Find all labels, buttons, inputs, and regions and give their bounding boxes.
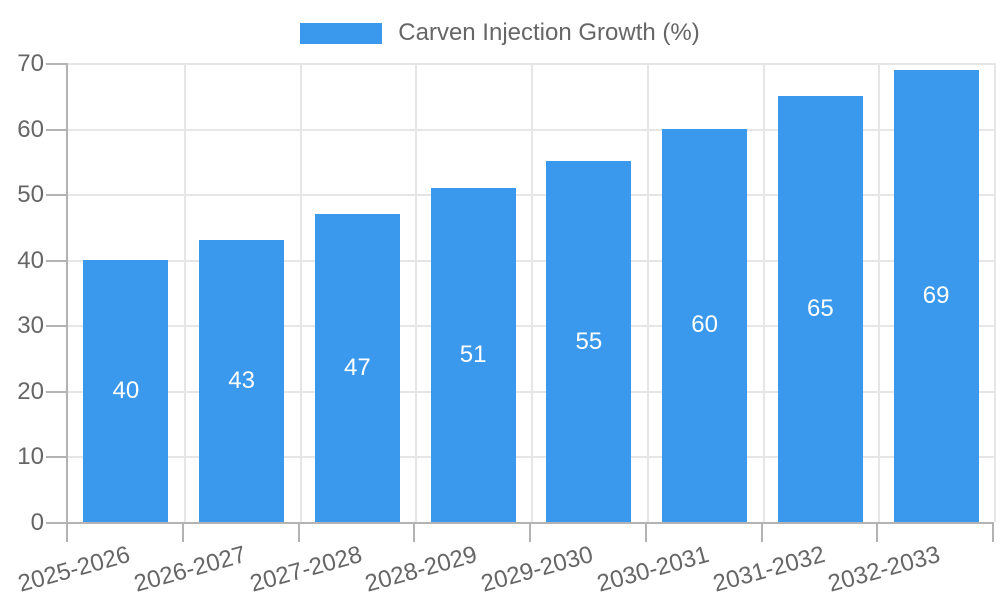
y-tick-mark <box>46 456 68 459</box>
y-tick-mark <box>46 325 68 328</box>
legend-label: Carven Injection Growth (%) <box>398 19 700 46</box>
y-tick-mark <box>46 522 68 524</box>
legend-swatch <box>300 22 383 44</box>
x-tick-mark <box>66 522 68 542</box>
x-tick-label: 2032-2033 <box>825 541 944 598</box>
v-gridline <box>415 63 418 522</box>
v-gridline <box>299 63 302 522</box>
x-tick-mark <box>876 522 879 542</box>
bar[interactable] <box>430 187 516 522</box>
x-tick-label: 2030-2031 <box>594 541 712 598</box>
bar-value-label: 55 <box>575 327 603 355</box>
x-tick-label: 2026-2027 <box>131 541 249 598</box>
x-tick-mark <box>529 522 531 542</box>
bar-value-label: 60 <box>691 311 718 339</box>
v-gridline <box>994 63 996 522</box>
bar-value-label: 51 <box>459 340 487 368</box>
y-tick-label: 0 <box>30 509 44 536</box>
y-tick-label: 70 <box>17 50 44 77</box>
bar[interactable] <box>662 128 748 522</box>
bar-value-label: 43 <box>228 367 255 395</box>
v-gridline <box>878 63 881 522</box>
bar[interactable] <box>546 161 632 522</box>
x-tick-mark <box>992 522 994 542</box>
v-gridline <box>762 63 765 522</box>
y-tick-mark <box>46 63 68 65</box>
x-tick-mark <box>181 522 184 542</box>
bar-value-label: 69 <box>922 281 950 309</box>
y-tick-label: 60 <box>17 115 44 143</box>
x-tick-label: 2029-2030 <box>478 541 597 598</box>
bar[interactable] <box>893 69 979 522</box>
x-tick-mark <box>760 522 763 542</box>
y-tick-label: 20 <box>17 377 44 405</box>
bar-value-label: 47 <box>344 353 371 381</box>
y-tick-label: 50 <box>17 181 44 209</box>
x-tick-label: 2028-2029 <box>362 541 481 598</box>
y-axis-line <box>66 63 68 522</box>
y-tick-mark <box>46 128 68 131</box>
legend: Carven Injection Growth (%) <box>0 19 1000 47</box>
y-tick-label: 30 <box>17 312 44 340</box>
bar-value-label: 65 <box>807 294 834 322</box>
x-tick-label: 2031-2032 <box>709 541 828 598</box>
v-gridline <box>183 63 186 522</box>
bar[interactable] <box>199 240 285 522</box>
y-tick-mark <box>46 390 68 393</box>
y-tick-mark <box>46 259 68 262</box>
v-gridline <box>531 63 533 522</box>
bar[interactable] <box>83 259 169 522</box>
x-tick-mark <box>644 522 647 542</box>
bar[interactable] <box>314 213 400 522</box>
x-tick-label: 2027-2028 <box>246 541 365 598</box>
y-tick-mark <box>46 194 68 197</box>
x-tick-mark <box>413 522 416 542</box>
bar[interactable] <box>777 95 863 522</box>
y-tick-label: 40 <box>17 246 44 274</box>
bar-value-label: 40 <box>112 376 140 404</box>
legend-item[interactable]: Carven Injection Growth (%) <box>300 19 700 47</box>
y-tick-label: 10 <box>17 443 44 471</box>
v-gridline <box>646 63 649 522</box>
x-tick-mark <box>297 522 300 542</box>
x-tick-label: 2025-2026 <box>15 541 134 598</box>
